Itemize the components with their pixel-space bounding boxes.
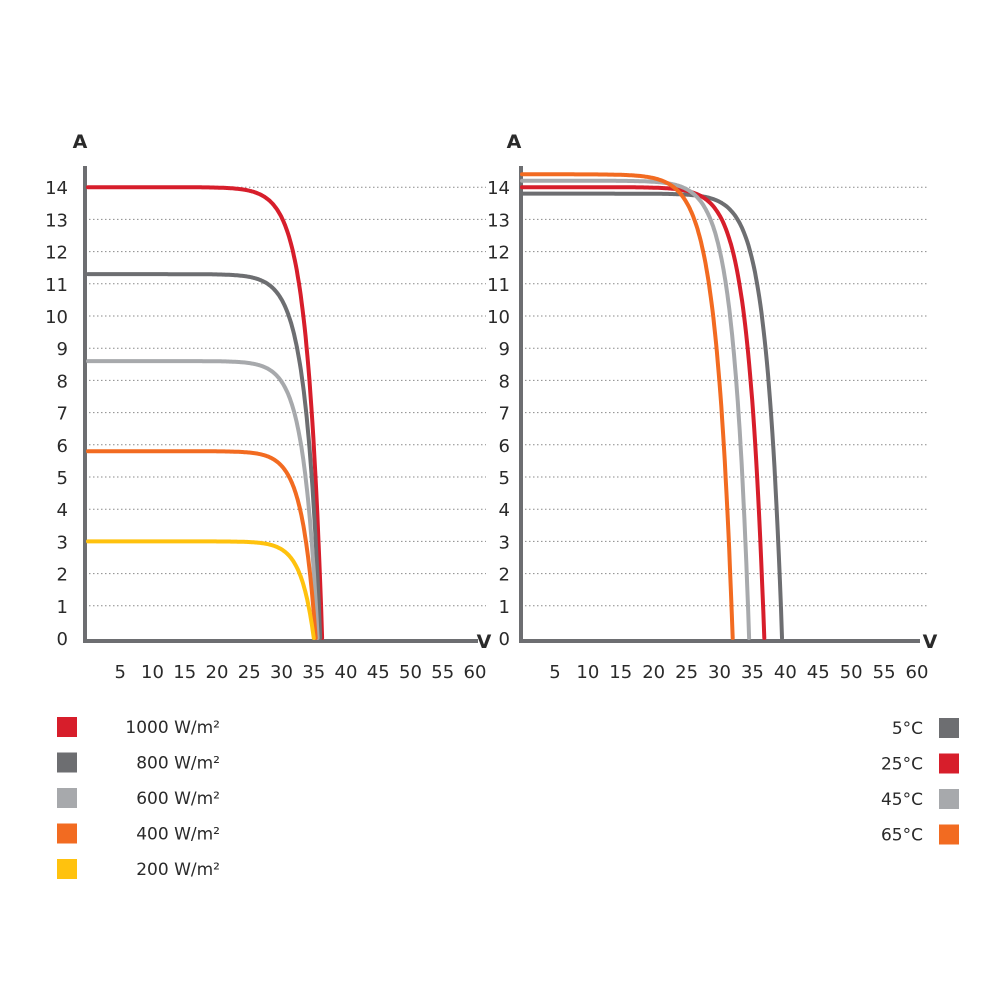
y-axis-label: A	[507, 131, 522, 153]
x-tick-label: 40	[774, 662, 797, 683]
y-tick-label: 5	[57, 468, 68, 489]
legend-label: 25°C	[881, 755, 923, 775]
y-tick-label: 0	[499, 629, 510, 650]
x-tick-label: 30	[708, 662, 731, 683]
x-tick-label: 5	[115, 662, 126, 683]
x-tick-label: 30	[270, 662, 293, 683]
x-tick-label: 60	[464, 662, 487, 683]
y-tick-label: 10	[45, 307, 68, 328]
y-tick-label: 9	[57, 339, 68, 360]
y-tick-label: 7	[499, 404, 510, 425]
legend-swatch-5-c	[939, 718, 959, 738]
legend-label: 1000 W/m²	[125, 718, 220, 738]
series-line-200-w-m	[86, 539, 316, 640]
y-tick-label: 0	[57, 629, 68, 650]
y-tick-label: 8	[499, 371, 510, 392]
legend-label: 600 W/m²	[136, 789, 220, 809]
x-tick-label: 15	[609, 662, 632, 683]
y-tick-label: 6	[57, 436, 68, 457]
x-tick-label: 10	[141, 662, 164, 683]
y-tick-label: 9	[499, 339, 510, 360]
legend-swatch-25-c	[939, 753, 959, 774]
x-tick-label: 15	[173, 662, 196, 683]
series-line-400-w-m	[86, 449, 318, 640]
y-tick-label: 1	[499, 597, 510, 618]
x-tick-label: 50	[840, 662, 863, 683]
series-line-5-c	[520, 191, 784, 640]
x-tick-label: 55	[431, 662, 454, 683]
x-axis-label: V	[477, 631, 492, 653]
x-tick-label: 35	[302, 662, 325, 683]
y-tick-label: 3	[499, 532, 510, 553]
x-tick-label: 5	[549, 662, 560, 683]
gridlines	[521, 186, 928, 607]
y-tick-label: 1	[57, 597, 68, 618]
x-tick-label: 35	[741, 662, 764, 683]
gridlines	[85, 186, 486, 607]
legend-swatch-1000-w-m	[57, 717, 77, 737]
legend-swatch-200-w-m	[57, 859, 77, 879]
x-axis-label: V	[923, 631, 938, 653]
legend-swatch-400-w-m	[57, 823, 77, 844]
legend-label: 5°C	[892, 719, 923, 739]
x-tick-label: 50	[399, 662, 422, 683]
y-tick-label: 5	[499, 468, 510, 489]
x-tick-label: 20	[206, 662, 229, 683]
legend-label: 200 W/m²	[136, 860, 220, 880]
y-tick-label: 2	[57, 565, 68, 586]
y-axis-label: A	[73, 131, 88, 153]
irradiance-legend: 1000 W/m² 800 W/m² 600 W/m² 400 W/m² 200 W/m…	[57, 717, 220, 880]
x-tick-label: 45	[367, 662, 390, 683]
legend-swatch-65-c	[939, 824, 959, 845]
series-line-45-c	[520, 178, 752, 640]
y-tick-label: 2	[499, 565, 510, 586]
x-tick-label: 55	[873, 662, 896, 683]
y-tick-label: 12	[45, 243, 68, 264]
series-line-600-w-m	[86, 359, 320, 640]
y-tick-label: 11	[487, 275, 510, 296]
y-tick-label: 3	[57, 532, 68, 553]
y-tick-label: 14	[487, 178, 510, 199]
y-tick-label: 7	[57, 404, 68, 425]
x-tick-label: 10	[576, 662, 599, 683]
y-tick-label: 12	[487, 243, 510, 264]
x-tick-label: 25	[675, 662, 698, 683]
legend-swatch-600-w-m	[57, 788, 77, 808]
x-tick-label: 20	[642, 662, 665, 683]
y-tick-label: 13	[487, 210, 510, 231]
y-tick-label: 6	[499, 436, 510, 457]
series-line-25-c	[520, 185, 767, 640]
x-tick-label: 25	[238, 662, 261, 683]
y-tick-label: 14	[45, 178, 68, 199]
legend-label: 800 W/m²	[136, 754, 220, 774]
x-tick-label: 45	[807, 662, 830, 683]
legend-label: 400 W/m²	[136, 825, 220, 845]
legend-swatch-800-w-m	[57, 752, 77, 773]
legend-label: 45°C	[881, 790, 923, 810]
y-tick-label: 10	[487, 307, 510, 328]
y-tick-label: 11	[45, 275, 68, 296]
y-tick-label: 13	[45, 210, 68, 231]
x-tick-label: 60	[906, 662, 929, 683]
y-tick-label: 4	[57, 500, 68, 521]
series-line-1000-w-m	[86, 185, 325, 640]
series-line-800-w-m	[86, 272, 323, 640]
y-tick-label: 4	[499, 500, 510, 521]
legend-swatch-45-c	[939, 789, 959, 809]
legend-label: 65°C	[881, 826, 923, 846]
temperature-legend: 5°C 25°C 45°C 65°C	[881, 718, 959, 846]
series-line-65-c	[520, 172, 735, 640]
x-tick-label: 40	[335, 662, 358, 683]
y-tick-label: 8	[57, 371, 68, 392]
